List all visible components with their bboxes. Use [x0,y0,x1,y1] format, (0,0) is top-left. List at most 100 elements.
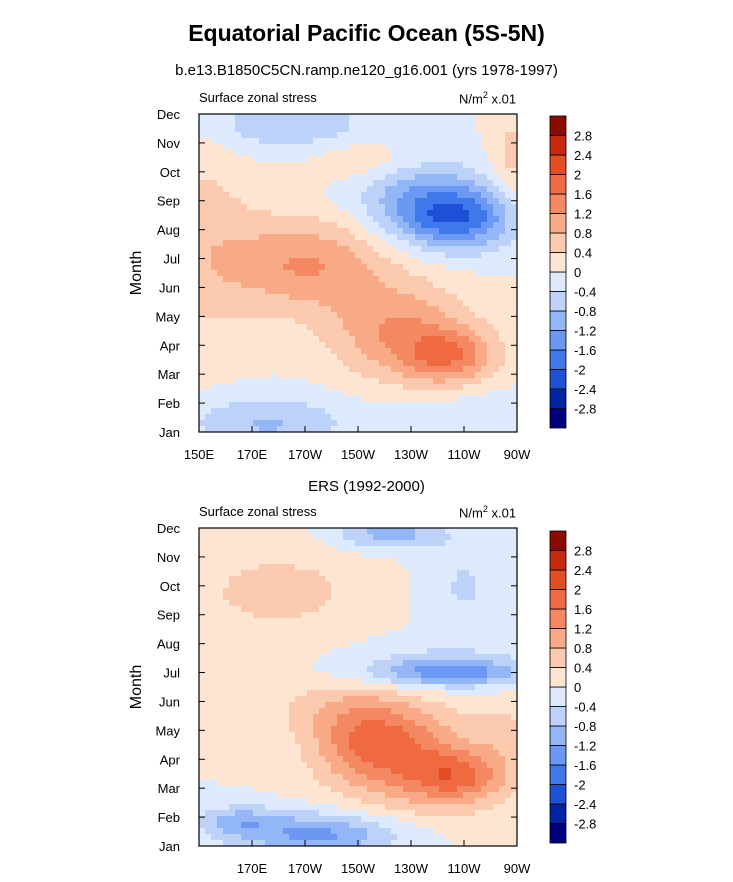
heatmap-cell [367,276,374,283]
heatmap-cell [421,708,428,715]
heatmap-cell [205,588,212,595]
heatmap-cell [409,198,416,205]
colorbar-swatch [549,291,567,312]
heatmap-cell [247,642,254,649]
heatmap-cell [295,642,302,649]
heatmap-cell [511,546,518,553]
heatmap-cell [421,570,428,577]
heatmap-cell [373,162,380,169]
heatmap-cell [493,672,500,679]
heatmap-cell [319,186,326,193]
heatmap-cell [349,156,356,163]
heatmap-cell [205,576,212,583]
heatmap-cell [349,294,356,301]
heatmap-cell [415,630,422,637]
heatmap-cell [301,696,308,703]
heatmap-cell [385,378,392,385]
heatmap-cell [373,312,380,319]
heatmap-cell [445,306,452,313]
heatmap-cell [295,750,302,757]
heatmap-cell [337,744,344,751]
heatmap-cell [457,162,464,169]
heatmap-cell [487,234,494,241]
heatmap-cell [337,330,344,337]
heatmap-cell [361,342,368,349]
heatmap-cell [247,744,254,751]
heatmap-cell [433,630,440,637]
heatmap-cell [445,660,452,667]
heatmap-cell [445,744,452,751]
heatmap-cell [319,198,326,205]
heatmap-cell [373,702,380,709]
heatmap-cell [229,600,236,607]
heatmap-panel-1: JanFebMarAprMayJunJulAugSepOctNovDec150E… [128,107,596,462]
heatmap-cell [199,738,206,745]
heatmap-cell [343,348,350,355]
heatmap-cell [463,162,470,169]
heatmap-cell [211,582,218,589]
heatmap-cell [259,258,266,265]
heatmap-cell [199,528,206,535]
heatmap-cell [409,120,416,127]
heatmap-cell [247,180,254,187]
heatmap-cell [337,300,344,307]
heatmap-cell [325,708,332,715]
heatmap-cell [415,324,422,331]
colorbar-swatch [549,193,567,214]
heatmap-cell [475,750,482,757]
heatmap-cell [247,738,254,745]
heatmap-cell [307,378,314,385]
heatmap-cell [313,162,320,169]
heatmap-cell [229,354,236,361]
heatmap-cell [427,240,434,247]
heatmap-cell [463,672,470,679]
heatmap-cell [337,546,344,553]
heatmap-cell [505,306,512,313]
heatmap-cell [511,570,518,577]
heatmap-cell [439,618,446,625]
heatmap-cell [385,330,392,337]
y-tick-label: Sep [157,194,180,209]
heatmap-cell [505,330,512,337]
heatmap-cell [259,204,266,211]
heatmap-cell [301,396,308,403]
heatmap-cell [301,582,308,589]
heatmap-cell [439,126,446,133]
heatmap-cell [277,378,284,385]
heatmap-cell [271,150,278,157]
heatmap-cell [487,240,494,247]
heatmap-cell [505,120,512,127]
heatmap-cell [403,690,410,697]
heatmap-cell [337,756,344,763]
heatmap-cell [439,150,446,157]
heatmap-cell [385,354,392,361]
heatmap-cell [277,426,284,433]
heatmap-cell [349,120,356,127]
heatmap-cell [325,702,332,709]
heatmap-cell [487,114,494,121]
heatmap-cell [319,720,326,727]
heatmap-cell [481,138,488,145]
heatmap-cell [445,636,452,643]
heatmap-cell [253,738,260,745]
heatmap-cell [199,366,206,373]
heatmap-cell [475,414,482,421]
heatmap-cell [391,348,398,355]
heatmap-cell [457,402,464,409]
heatmap-cell [277,216,284,223]
heatmap-cell [325,258,332,265]
heatmap-cell [409,630,416,637]
heatmap-cell [409,294,416,301]
heatmap-cell [223,696,230,703]
heatmap-cell [199,396,206,403]
heatmap-cell [469,252,476,259]
heatmap-cell [499,144,506,151]
heatmap-cell [229,264,236,271]
heatmap-cell [373,348,380,355]
heatmap-cell [385,306,392,313]
heatmap-cell [505,546,512,553]
heatmap-cell [481,354,488,361]
heatmap-cell [331,186,338,193]
heatmap-cell [355,672,362,679]
heatmap-cell [403,660,410,667]
